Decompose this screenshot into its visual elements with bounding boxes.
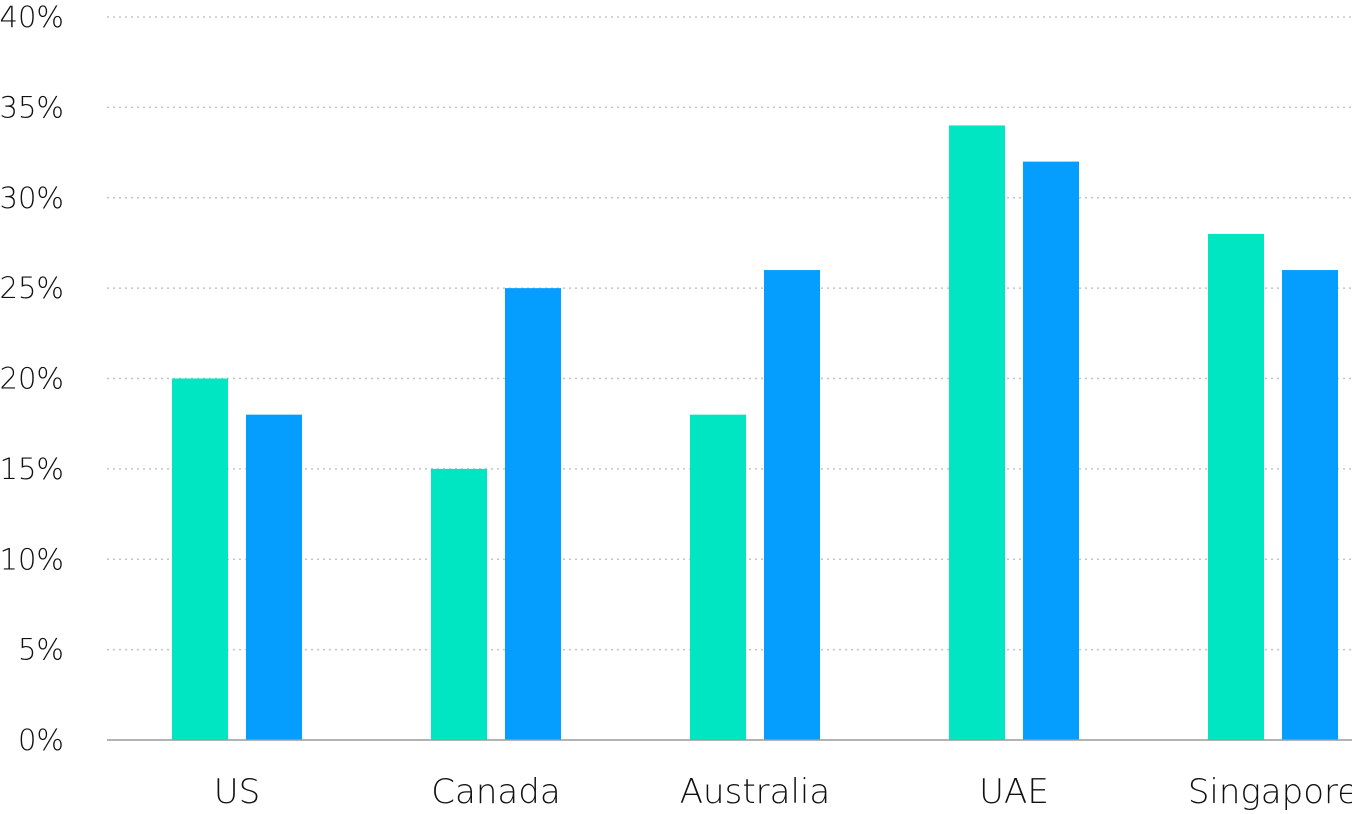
y-tick-label: 30% bbox=[0, 181, 64, 215]
bar-uae-series-1 bbox=[949, 125, 1005, 740]
x-category-label: Singapore bbox=[1188, 772, 1352, 812]
bar-singapore-series-2 bbox=[1282, 270, 1338, 740]
bars bbox=[172, 125, 1338, 741]
bar-uae-series-2 bbox=[1023, 161, 1079, 741]
y-tick-label: 5% bbox=[18, 633, 64, 667]
bar-canada-series-2 bbox=[505, 288, 561, 740]
y-tick-label: 35% bbox=[0, 90, 64, 124]
x-category-label: Australia bbox=[680, 772, 830, 812]
y-tick-label: 0% bbox=[18, 723, 64, 757]
bar-canada-series-1 bbox=[431, 468, 487, 740]
x-category-label: Canada bbox=[431, 772, 560, 812]
y-tick-label: 25% bbox=[0, 271, 64, 305]
bar-australia-series-2 bbox=[764, 270, 820, 740]
x-category-label: US bbox=[214, 772, 260, 812]
y-tick-label: 40% bbox=[0, 0, 64, 34]
y-tick-label: 20% bbox=[0, 362, 64, 396]
bar-australia-series-1 bbox=[690, 414, 746, 740]
x-category-label: UAE bbox=[979, 772, 1049, 812]
bar-us-series-2 bbox=[246, 414, 302, 740]
y-axis-ticks: 0% 5% 10% 15% 20% 25% 30% 35% 40% bbox=[0, 0, 64, 757]
y-tick-label: 15% bbox=[0, 452, 64, 486]
x-axis-labels: US Canada Australia UAE Singapore bbox=[214, 772, 1352, 812]
bar-singapore-series-1 bbox=[1208, 233, 1264, 740]
y-tick-label: 10% bbox=[0, 542, 64, 576]
bar-us-series-1 bbox=[172, 378, 228, 740]
